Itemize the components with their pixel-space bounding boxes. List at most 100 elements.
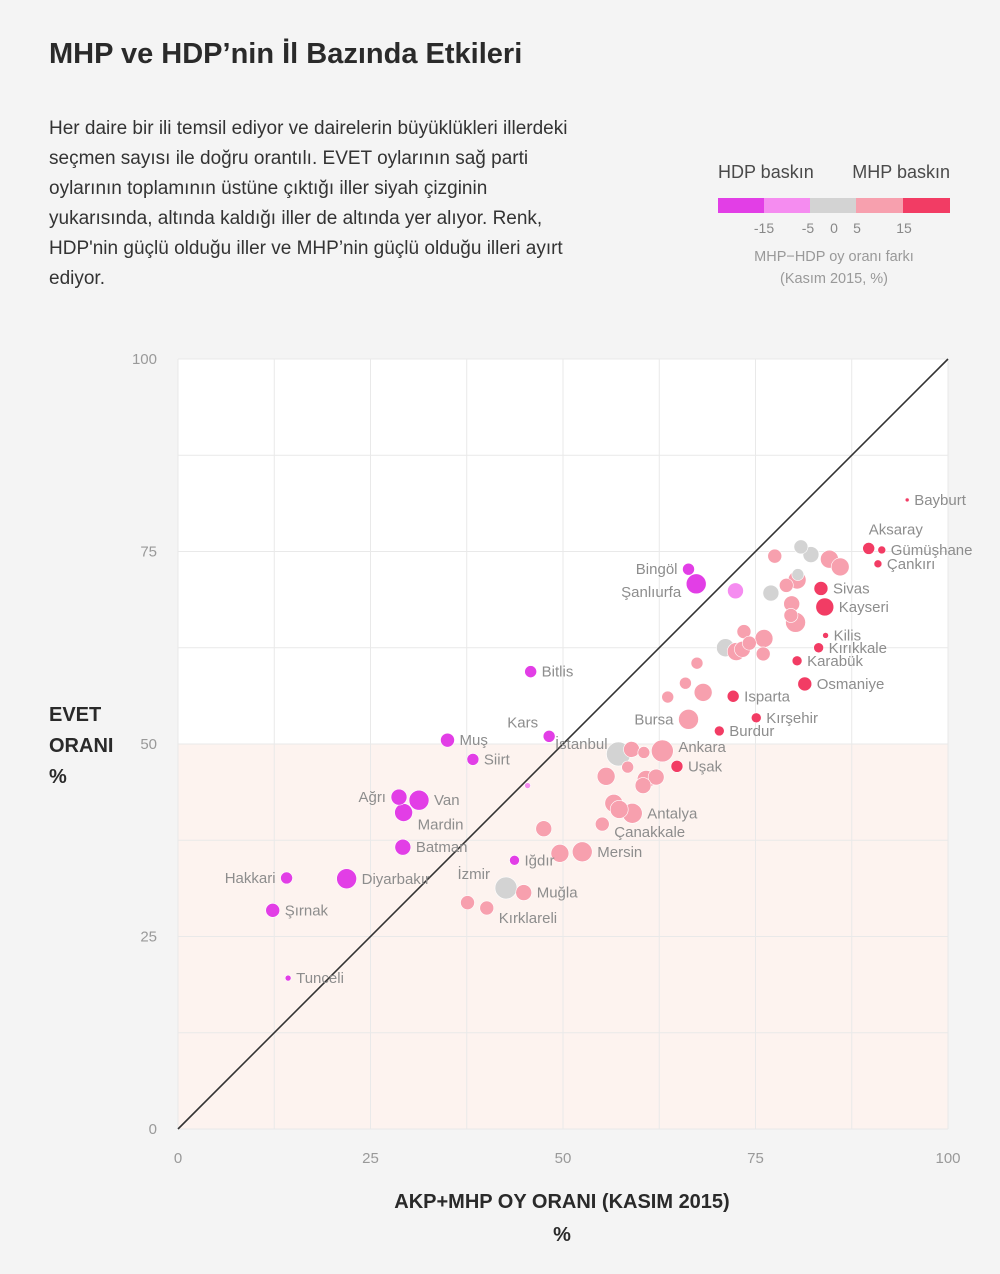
province-point xyxy=(661,690,675,704)
province-point xyxy=(778,578,794,593)
diagonal-line xyxy=(177,358,949,1130)
y-tick-label: 25 xyxy=(140,929,157,946)
legend-tick: 0 xyxy=(830,220,838,236)
y-tick-label: 100 xyxy=(132,351,157,368)
x-axis-title: AKP+MHP OY ORANI (KASIM 2015) % xyxy=(0,1186,1000,1252)
province-label: Gümüşhane xyxy=(891,542,973,559)
x-tick-label: 50 xyxy=(555,1150,572,1167)
province-label: Muş xyxy=(460,732,488,749)
province-point xyxy=(873,559,883,569)
province-point xyxy=(742,635,757,651)
x-tick-label: 0 xyxy=(174,1150,182,1167)
province-point xyxy=(750,712,762,724)
province-label: Çanakkale xyxy=(614,824,685,841)
x-tick-label: 75 xyxy=(747,1150,764,1167)
province-point xyxy=(394,803,413,822)
y-tick-label: 75 xyxy=(140,544,157,561)
legend-swatch xyxy=(718,198,764,213)
province-point xyxy=(571,841,593,863)
legend-swatch xyxy=(810,198,833,213)
legend-tick: 15 xyxy=(896,220,912,236)
province-point xyxy=(509,854,520,866)
province-point xyxy=(390,788,408,806)
province-point xyxy=(755,646,771,662)
province-label: Kırıkkale xyxy=(829,640,887,657)
province-label: Siirt xyxy=(484,751,511,768)
province-label: Kilis xyxy=(834,627,862,644)
legend-tick: -15 xyxy=(753,220,775,236)
province-label: Şırnak xyxy=(285,902,329,919)
legend-color-bar xyxy=(718,198,950,213)
province-point xyxy=(460,895,475,910)
legend-caption-line: (Kasım 2015, %) xyxy=(780,271,888,287)
y-tick-label: 50 xyxy=(140,736,157,753)
province-point xyxy=(670,760,684,773)
y-axis-title-line: EVET xyxy=(49,704,102,726)
legend-label-hdp: HDP baskın xyxy=(718,162,814,182)
province-point xyxy=(714,725,725,737)
province-label: Kayseri xyxy=(839,599,889,616)
province-point xyxy=(791,568,805,581)
province-point xyxy=(408,789,430,811)
province-point xyxy=(682,562,695,576)
province-label: Ağrı xyxy=(358,789,386,806)
legend-caption: MHP−HDP oy oranı farkı (Kasım 2015, %) xyxy=(718,246,950,290)
province-point xyxy=(634,777,652,794)
province-point xyxy=(797,676,813,692)
province-label: Isparta xyxy=(744,688,791,705)
province-point xyxy=(524,665,537,678)
province-label: Bitlis xyxy=(542,664,574,681)
legend-swatch xyxy=(856,198,903,213)
province-point xyxy=(678,709,699,730)
province-point xyxy=(783,608,799,623)
province-point xyxy=(726,689,740,703)
province-point xyxy=(685,573,707,595)
province-label: Muğla xyxy=(537,885,579,902)
province-point xyxy=(535,820,553,838)
province-point xyxy=(830,557,850,577)
legend-tick: -5 xyxy=(801,220,815,236)
y-axis-title-line: ORANI xyxy=(49,735,114,757)
province-label: Karabük xyxy=(807,653,863,670)
province-point xyxy=(609,800,629,819)
province-point xyxy=(594,816,610,832)
province-point xyxy=(904,497,910,503)
province-label: Mardin xyxy=(418,817,464,834)
province-point xyxy=(336,868,357,890)
legend-swatch xyxy=(833,198,856,213)
province-point xyxy=(762,584,780,602)
province-point xyxy=(515,884,533,901)
province-label: Çankırı xyxy=(887,556,935,573)
province-point xyxy=(651,739,674,763)
x-tick-label: 25 xyxy=(362,1150,379,1167)
province-label: Iğdır xyxy=(524,852,554,869)
chart-description: Her daire bir ili temsil ediyor ve daire… xyxy=(49,118,568,289)
province-label: Bayburt xyxy=(914,492,967,509)
province-label: Antalya xyxy=(647,805,698,822)
province-point xyxy=(542,729,556,743)
province-point xyxy=(284,974,292,982)
province-label: Batman xyxy=(416,839,468,856)
province-point xyxy=(679,676,692,690)
x-axis-unit: % xyxy=(553,1224,571,1246)
x-axis-title-text: AKP+MHP OY ORANI (KASIM 2015) xyxy=(394,1191,730,1213)
province-point xyxy=(767,548,783,564)
y-axis-title: EVET ORANI % xyxy=(49,700,113,793)
province-point xyxy=(690,656,704,670)
province-point xyxy=(265,903,281,918)
province-point xyxy=(621,760,634,774)
province-label: Uşak xyxy=(688,758,723,775)
province-label: Ankara xyxy=(678,739,726,756)
x-tick-label: 100 xyxy=(935,1150,960,1167)
province-point xyxy=(813,642,824,654)
legend-caption-line: MHP−HDP oy oranı farkı xyxy=(754,249,914,265)
province-point xyxy=(479,900,495,916)
province-point xyxy=(877,545,887,555)
legend-tick: 5 xyxy=(853,220,861,236)
legend-swatch xyxy=(903,198,950,213)
y-tick-label: 0 xyxy=(149,1121,157,1138)
province-point xyxy=(280,871,293,885)
province-point xyxy=(647,768,665,786)
page-title: MHP ve HDP’nin İl Bazında Etkileri xyxy=(49,38,523,70)
province-point xyxy=(550,844,570,863)
